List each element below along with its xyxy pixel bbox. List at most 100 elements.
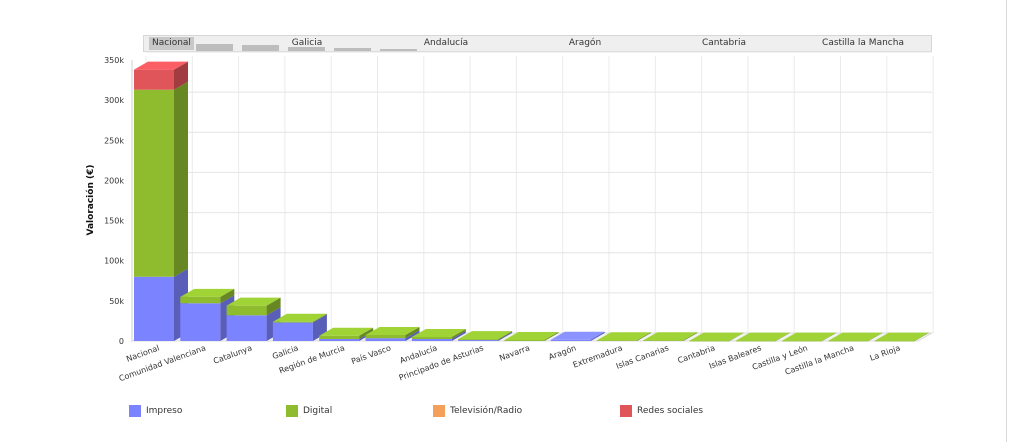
- scroller-label[interactable]: Galicia: [291, 38, 323, 48]
- x-tick-label: La Rioja: [869, 343, 902, 362]
- legend-label: Impreso: [146, 406, 183, 416]
- legend-item-impreso[interactable]: Impreso: [129, 404, 182, 418]
- bar-top-cap: [782, 332, 837, 341]
- y-tick-label: 50k: [109, 297, 124, 306]
- bar-digital-front: [874, 340, 915, 342]
- bar-digital-front: [689, 340, 730, 342]
- bar-top-cap: [411, 328, 466, 337]
- x-tick-label: Catalunya: [212, 343, 253, 365]
- y-tick-label: 100k: [104, 257, 124, 266]
- bar-top-cap: [689, 332, 744, 341]
- y-axis: 0 50k 100k 150k 200k 250k 300k 350k: [104, 56, 124, 346]
- bar-impreso-front: [134, 276, 174, 341]
- y-tick-label: 300k: [104, 96, 124, 105]
- legend-swatch: [286, 405, 298, 417]
- y-tick-label: 350k: [104, 56, 124, 65]
- bar-digital-front: [782, 340, 823, 342]
- legend-swatch: [129, 405, 141, 417]
- bar-top-cap: [874, 332, 929, 341]
- bar-impreso-front: [550, 339, 591, 341]
- bar-digital-front: [134, 89, 174, 277]
- bar-top-cap: [180, 288, 235, 297]
- y-tick-label: 250k: [104, 136, 124, 145]
- scroller-label[interactable]: Aragón: [568, 38, 602, 48]
- page-divider: [1006, 0, 1007, 442]
- scroller-label[interactable]: Castilla la Mancha: [822, 38, 904, 48]
- scroller-thumb[interactable]: [334, 48, 371, 51]
- x-tick-label: Islas Canarias: [615, 343, 670, 370]
- bar-digital-side: [544, 332, 559, 341]
- chart-bars: [134, 61, 929, 342]
- bar-digital-side: [312, 313, 327, 323]
- chart-grid: [130, 51, 934, 342]
- scroller-thumb[interactable]: [380, 49, 417, 51]
- chart-scroller[interactable]: Nacional Galicia Andalucía Aragón Cantab…: [143, 35, 932, 52]
- x-tick-label: Comunidad Valenciana: [118, 343, 207, 383]
- legend-swatch: [433, 405, 445, 417]
- bar-impreso-front: [458, 340, 499, 341]
- legend-swatch: [620, 405, 632, 417]
- bar-digital-side: [822, 332, 837, 341]
- legend-item-digital[interactable]: Digital: [286, 404, 332, 418]
- bar-digital-front: [504, 340, 545, 341]
- legend-item-redes-sociales[interactable]: Redes sociales: [620, 404, 703, 418]
- x-tick-label: Navarra: [498, 343, 531, 362]
- bar-top-cap: [550, 331, 605, 340]
- bar-digital-side: [683, 332, 698, 341]
- bar-top-cap: [643, 332, 698, 341]
- bar-top-cap: [365, 326, 420, 335]
- bar-digital-side: [405, 326, 420, 339]
- legend-label: Redes sociales: [637, 406, 704, 416]
- legend-label: Digital: [303, 406, 333, 416]
- bar-digital-front: [319, 335, 360, 339]
- bar-top-cap: [272, 313, 327, 322]
- scroller-label[interactable]: Cantabria: [702, 38, 746, 48]
- bar-digital-front: [735, 340, 776, 342]
- bar-impreso-front: [272, 322, 313, 341]
- x-tick-label: Aragón: [547, 342, 577, 361]
- bar-impreso-side: [498, 332, 513, 341]
- bar-digital-side: [266, 297, 281, 316]
- bar-top-cap: [319, 327, 374, 336]
- bar-impreso-front: [365, 338, 406, 341]
- bar-digital-front: [365, 334, 406, 339]
- bar-digital-front: [597, 340, 637, 341]
- bar-top-cap: [504, 332, 559, 341]
- bar-digital-side: [637, 332, 651, 341]
- y-tick-label: 200k: [104, 176, 124, 185]
- bar-impreso-front: [180, 303, 221, 341]
- bar-digital-side: [359, 327, 374, 339]
- x-tick-label: Principado de Asturias: [398, 343, 485, 382]
- scroller-thumb[interactable]: [288, 47, 325, 51]
- bar-impreso-side: [405, 330, 420, 341]
- bar-top-cap: [735, 332, 790, 341]
- bar-top-cap: [458, 331, 513, 340]
- bar-impreso-side: [590, 331, 605, 341]
- bar-top-cap: [226, 297, 281, 306]
- bar-digital-side: [498, 331, 513, 341]
- bar-impreso-front: [411, 338, 452, 341]
- bar-impreso-front: [226, 315, 267, 341]
- bar-digital-front: [411, 336, 452, 339]
- y-axis-title: Valoración (€): [85, 165, 96, 236]
- y-tick-label: 150k: [104, 217, 124, 226]
- bar-digital-front: [458, 339, 499, 341]
- bar-top-cap: [597, 332, 651, 341]
- bar-redes-sociales-side: [174, 61, 188, 90]
- bar-digital-front: [180, 296, 221, 304]
- bar-digital-front: [226, 305, 267, 316]
- scroller-thumb[interactable]: [196, 44, 233, 51]
- legend-label: Televisión/Radio: [450, 406, 523, 416]
- bar-digital-front: [828, 340, 869, 342]
- bar-digital-side: [775, 332, 790, 341]
- legend-item-tv-radio[interactable]: Televisión/Radio: [433, 404, 522, 418]
- bar-digital-side: [451, 328, 466, 339]
- bar-top-cap: [828, 332, 883, 341]
- bar-digital-front: [272, 321, 313, 323]
- scroller-thumb[interactable]: [242, 45, 279, 51]
- x-tick-label: Galicia: [271, 343, 300, 361]
- scroller-label[interactable]: Andalucía: [423, 38, 469, 48]
- bar-digital-front: [643, 340, 684, 341]
- scroller-label[interactable]: Nacional: [149, 37, 194, 50]
